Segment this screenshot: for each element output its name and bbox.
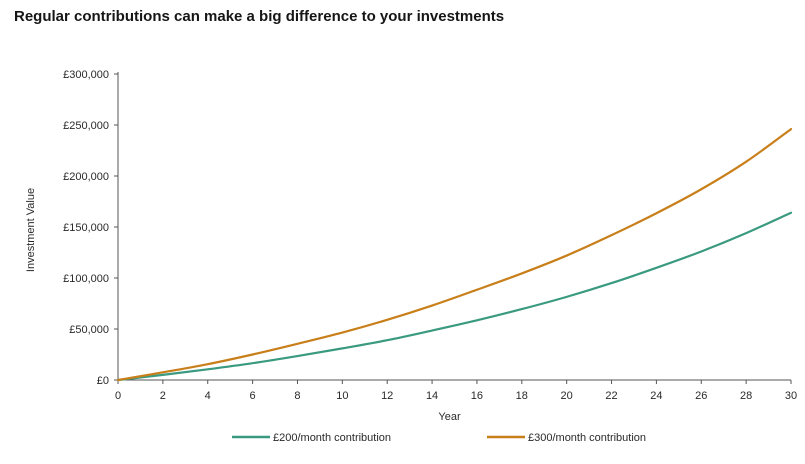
legend-label: £300/month contribution xyxy=(528,432,646,444)
x-tick-label: 10 xyxy=(336,390,348,402)
y-tick-label: £250,000 xyxy=(63,120,109,132)
x-tick-label: 14 xyxy=(426,390,438,402)
x-tick-label: 24 xyxy=(650,390,662,402)
series-2-line xyxy=(116,127,793,382)
x-tick-label: 12 xyxy=(381,390,393,402)
y-tick-label: £200,000 xyxy=(63,171,109,183)
x-tick-label: 8 xyxy=(294,390,300,402)
ticks: £0 £50,000 £100,000 £150,000 £200,000 £250,00… xyxy=(63,69,797,402)
series-1-line xyxy=(116,211,793,382)
y-axis-label: Investment Value xyxy=(25,188,37,272)
y-tick-label: £50,000 xyxy=(69,324,109,336)
legend-label: £200/month contribution xyxy=(273,432,391,444)
y-tick-label: £150,000 xyxy=(63,222,109,234)
axes xyxy=(117,72,791,381)
legend: £200/month contribution £300/month contri… xyxy=(232,432,646,444)
x-tick-label: 16 xyxy=(471,390,483,402)
x-tick-label: 22 xyxy=(605,390,617,402)
x-tick-label: 6 xyxy=(250,390,256,402)
y-tick-label: £0 xyxy=(97,375,109,387)
x-tick-label: 2 xyxy=(160,390,166,402)
y-tick-label: £300,000 xyxy=(63,69,109,81)
axis-labels: Year Investment Value xyxy=(25,188,461,423)
series-lines xyxy=(116,127,793,382)
x-tick-label: 28 xyxy=(740,390,752,402)
chart-title: Regular contributions can make a big dif… xyxy=(14,8,505,25)
y-tick-label: £100,000 xyxy=(63,273,109,285)
x-tick-label: 26 xyxy=(695,390,707,402)
x-tick-label: 30 xyxy=(785,390,797,402)
x-axis-label: Year xyxy=(438,411,461,423)
x-tick-label: 20 xyxy=(561,390,573,402)
x-tick-label: 18 xyxy=(516,390,528,402)
x-tick-label: 0 xyxy=(115,390,121,402)
x-tick-label: 4 xyxy=(205,390,211,402)
